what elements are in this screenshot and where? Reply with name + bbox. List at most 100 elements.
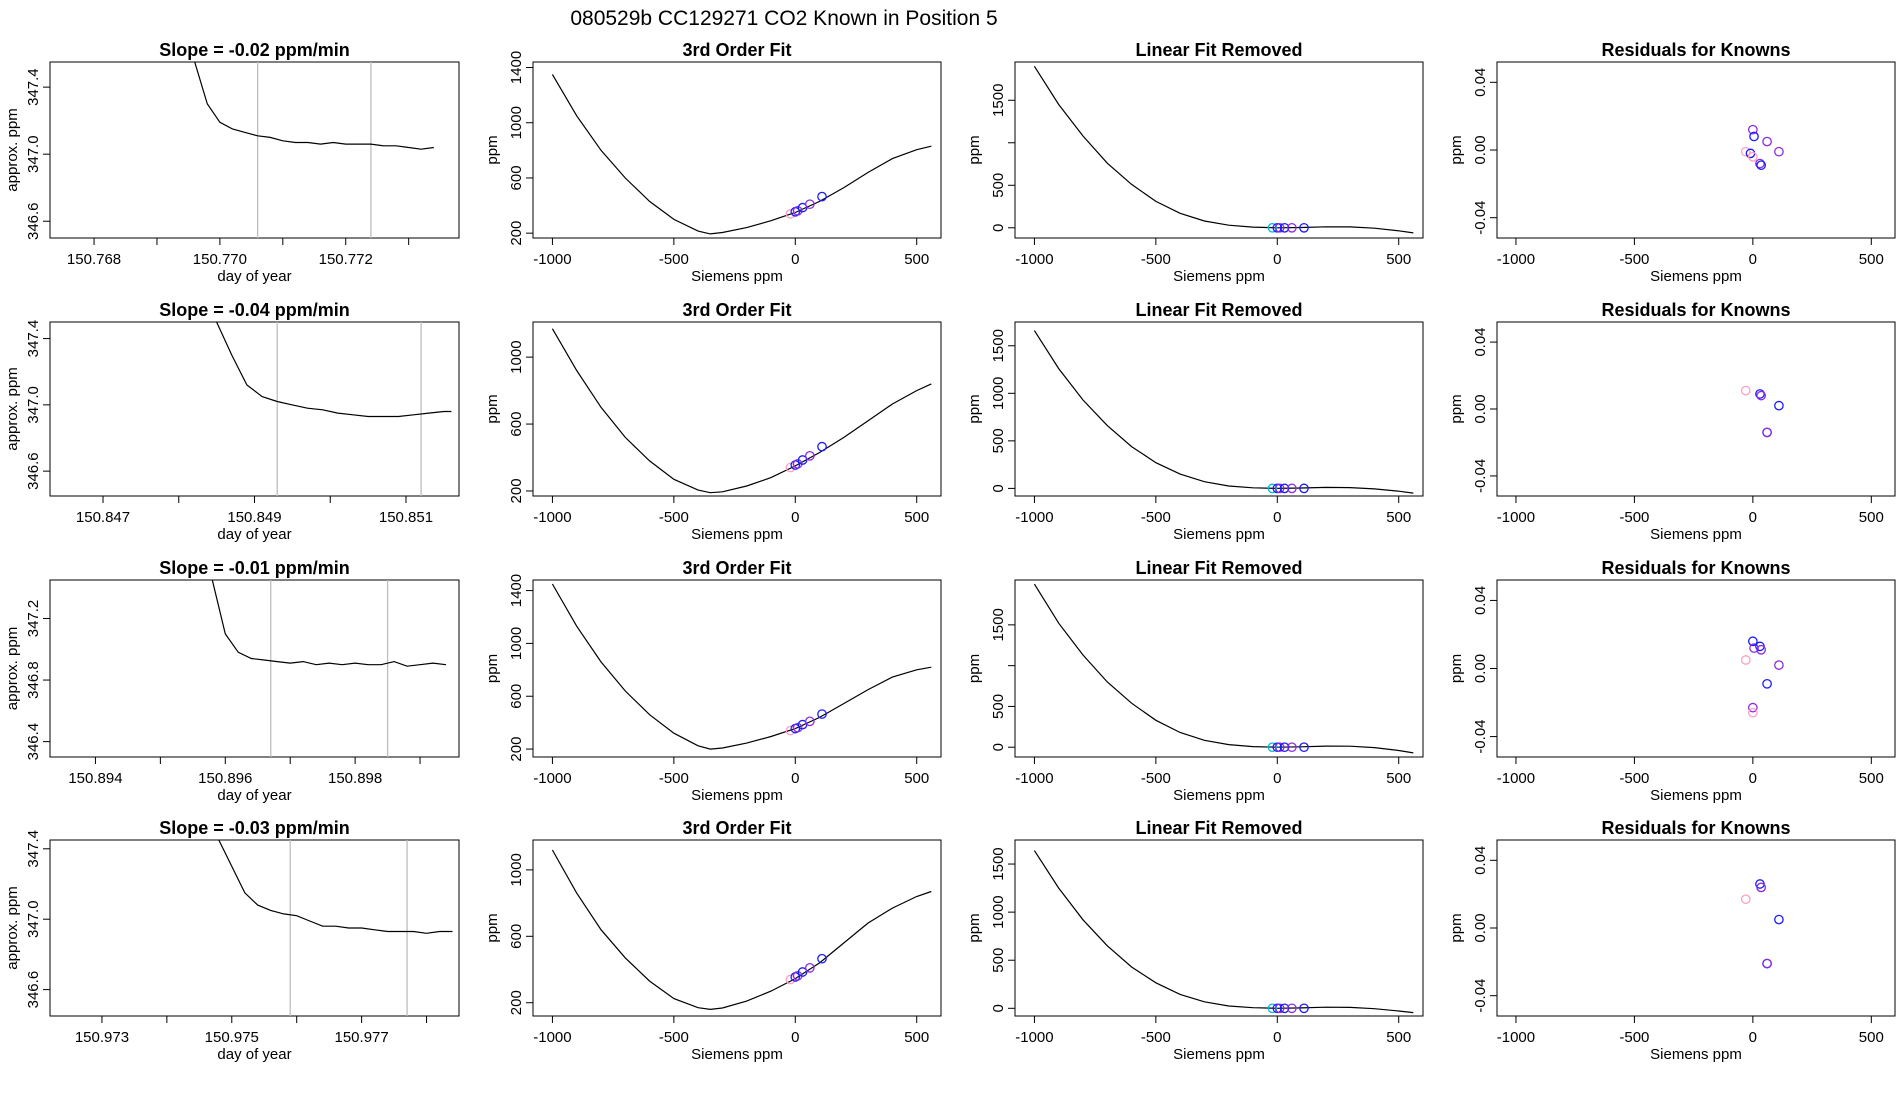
data-point [1749,131,1759,142]
y-tick-label: 600 [508,924,525,949]
y-tick-label: 347.4 [25,830,42,868]
y-tick-label: 0.00 [1472,913,1489,942]
data-point [1287,222,1297,233]
data-point [1756,882,1766,893]
plot-area [194,62,434,238]
x-tick-label: 0 [1273,509,1281,526]
panel-title: 3rd Order Fit [682,558,791,578]
y-tick-label: -0.04 [1472,979,1489,1013]
data-point [1299,222,1309,233]
x-tick-label: 500 [904,1029,929,1046]
data-point [1748,151,1758,162]
x-tick-label: 0 [1749,1029,1757,1046]
y-axis-label: ppm [484,394,501,423]
panel-title: Linear Fit Removed [1135,300,1302,320]
x-axis-label: day of year [217,526,291,543]
y-tick-label: 346.6 [25,971,42,1009]
x-tick-label: 0 [1273,1029,1281,1046]
y-axis-label: ppm [966,135,983,164]
chart-panel: Slope = -0.03 ppm/min 150.973 150.975 150.9… [4,818,460,1063]
panel-title: 3rd Order Fit [682,818,791,838]
x-axis-label: Siemens ppm [1173,268,1265,285]
data-point [1267,483,1278,494]
y-tick-label: 1000 [508,340,525,373]
x-tick-label: -500 [659,251,689,268]
x-tick-label: 0 [1749,251,1757,268]
x-tick-label: 150.977 [335,1029,389,1046]
series-line [218,840,453,934]
x-axis-label: Siemens ppm [1173,526,1265,543]
chart-panel: 3rd Order Fit -1000 -500 0 500 Siemens ppm 200… [484,40,942,285]
y-tick-label: 600 [508,412,525,437]
y-tick-label: 0 [990,1004,1007,1012]
x-tick-label: 500 [1386,509,1411,526]
y-tick-label: 0 [990,484,1007,492]
data-point [1267,1003,1278,1014]
y-tick-label: 347.0 [25,900,42,938]
y-axis-label: ppm [1448,135,1465,164]
x-axis-label: Siemens ppm [691,1046,783,1063]
plot-frame [49,839,460,1017]
plot-area [1740,124,1784,171]
panel-title: Slope = -0.04 ppm/min [159,300,350,320]
x-axis-label: Siemens ppm [1650,1046,1742,1063]
x-tick-label: 150.768 [67,251,121,268]
series-line [1033,330,1414,494]
y-tick-label: 500 [990,694,1007,719]
chart-panel: Residuals for Knowns -1000 -500 0 500 Siemens… [1448,300,1896,543]
plot-area [551,849,932,1011]
data-point [805,962,815,973]
panel-title: Linear Fit Removed [1135,40,1302,60]
y-tick-label: 200 [508,221,525,246]
y-tick-label: 0.04 [1472,68,1489,97]
y-axis-label: approx. ppm [4,627,21,710]
series-line [1033,850,1414,1014]
data-point [817,191,827,202]
x-tick-label: 0 [791,509,799,526]
data-point [1274,1003,1285,1014]
x-tick-label: 500 [1859,251,1884,268]
y-tick-label: 0.04 [1472,846,1489,875]
data-point [1774,660,1784,670]
chart-panel: Slope = -0.01 ppm/min 150.894 150.896 150.8… [4,558,460,804]
x-tick-label: -500 [659,509,689,526]
y-tick-label: 0 [990,224,1007,232]
data-point [1756,160,1766,171]
data-point [1740,894,1751,905]
y-tick-label: 200 [508,737,525,762]
y-tick-label: 0.00 [1472,654,1489,683]
plot-frame [532,61,942,239]
x-tick-label: 500 [1859,770,1884,787]
x-tick-label: 150.847 [76,509,130,526]
x-tick-label: 150.894 [68,770,122,787]
data-point [1748,707,1758,718]
x-tick-label: 150.898 [328,770,382,787]
panel-title: Slope = -0.02 ppm/min [159,40,350,60]
x-tick-label: 500 [1859,509,1884,526]
x-tick-label: 500 [1386,770,1411,787]
plot-frame [1496,61,1896,239]
plot-area [1740,636,1784,718]
data-point [1274,483,1285,494]
y-axis-label: approx. ppm [4,108,21,191]
y-tick-label: 1500 [990,847,1007,880]
data-point [805,199,815,210]
plot-area [1033,850,1414,1014]
data-point [1756,644,1766,655]
y-tick-label: 1400 [508,574,525,607]
y-tick-label: 1500 [990,329,1007,362]
y-tick-label: 347.2 [25,600,42,638]
y-axis-label: ppm [966,913,983,942]
x-tick-label: 500 [1386,251,1411,268]
data-point [1762,678,1772,689]
data-point [1755,158,1765,169]
x-tick-label: -500 [1619,770,1649,787]
panel-title: Slope = -0.03 ppm/min [159,818,350,838]
y-tick-label: 347.4 [25,320,42,358]
y-axis-label: approx. ppm [4,886,21,969]
y-tick-label: 200 [508,478,525,503]
plot-frame [49,321,460,497]
x-tick-label: -500 [1141,1029,1171,1046]
chart-panel: Slope = -0.02 ppm/min 150.768 150.770 150.7… [4,40,460,285]
x-axis-label: day of year [217,268,291,285]
